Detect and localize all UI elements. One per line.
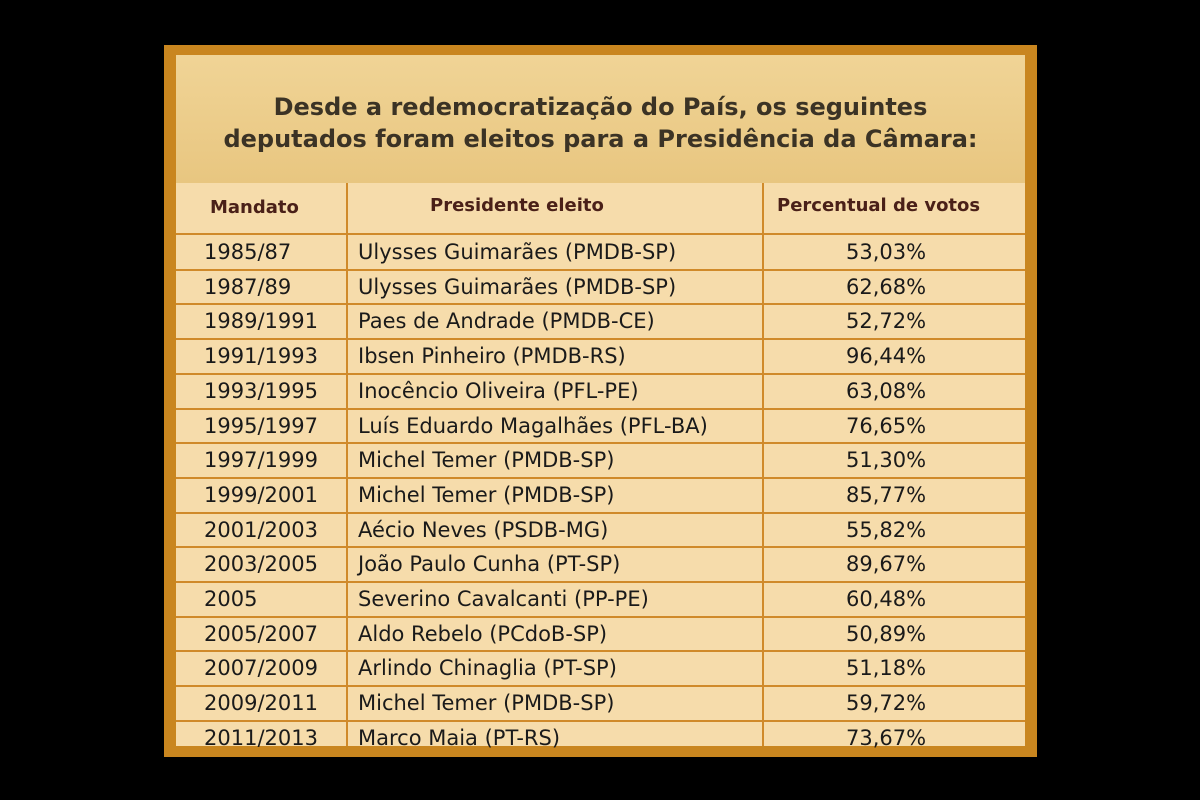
table-row: 2009/2011 Michel Temer (PMDB-SP) 59,72% <box>176 686 1025 720</box>
cell-percentual: 73,67% <box>846 725 927 750</box>
title-banner: Desde a redemocratização do País, os seg… <box>176 55 1025 183</box>
row-divider <box>176 511 1025 514</box>
cell-mandato: 1991/1993 <box>204 344 318 369</box>
table-frame: Desde a redemocratização do País, os seg… <box>164 45 1037 757</box>
cell-percentual: 76,65% <box>846 413 927 438</box>
cell-presidente: Aldo Rebelo (PCdoB-SP) <box>358 621 608 646</box>
cell-presidente: Ibsen Pinheiro (PMDB-RS) <box>358 344 626 369</box>
cell-presidente: Paes de Andrade (PMDB-CE) <box>358 309 655 334</box>
cell-mandato: 2003/2005 <box>204 552 318 577</box>
row-divider <box>176 650 1025 653</box>
row-divider <box>176 476 1025 479</box>
cell-mandato: 2005/2007 <box>204 621 318 646</box>
cell-percentual: 85,77% <box>846 482 927 507</box>
title-line-2: deputados foram eleitos para a Presidênc… <box>223 125 978 153</box>
cell-mandato: 2007/2009 <box>204 656 318 681</box>
column-divider <box>346 183 348 746</box>
cell-percentual: 89,67% <box>846 552 927 577</box>
table-row: 2005/2007 Aldo Rebelo (PCdoB-SP) 50,89% <box>176 617 1025 651</box>
cell-percentual: 51,30% <box>846 448 927 473</box>
cell-mandato: 1995/1997 <box>204 413 318 438</box>
results-table: Mandato Presidente eleito Percentual de … <box>176 183 1025 750</box>
header-divider <box>176 233 1025 235</box>
cell-mandato: 2011/2013 <box>204 725 318 750</box>
table-row: 2007/2009 Arlindo Chinaglia (PT-SP) 51,18% <box>176 651 1025 685</box>
cell-presidente: Luís Eduardo Magalhães (PFL-BA) <box>358 413 708 438</box>
cell-presidente: Michel Temer (PMDB-SP) <box>358 448 615 473</box>
row-divider <box>176 546 1025 549</box>
cell-presidente: Ulysses Guimarães (PMDB-SP) <box>358 274 677 299</box>
cell-mandato: 1997/1999 <box>204 448 318 473</box>
table-row: 2001/2003 Aécio Neves (PSDB-MG) 55,82% <box>176 513 1025 547</box>
cell-presidente: Arlindo Chinaglia (PT-SP) <box>358 656 617 681</box>
table-row: 2005 Severino Cavalcanti (PP-PE) 60,48% <box>176 582 1025 616</box>
row-divider <box>176 615 1025 618</box>
table-row: 1987/89 Ulysses Guimarães (PMDB-SP) 62,68% <box>176 270 1025 304</box>
row-divider <box>176 268 1025 271</box>
table-row: 1991/1993 Ibsen Pinheiro (PMDB-RS) 96,44% <box>176 339 1025 373</box>
row-divider <box>176 442 1025 445</box>
table-row: 1999/2001 Michel Temer (PMDB-SP) 85,77% <box>176 478 1025 512</box>
cell-presidente: Ulysses Guimarães (PMDB-SP) <box>358 240 677 264</box>
table-row: 2003/2005 João Paulo Cunha (PT-SP) 89,67% <box>176 547 1025 581</box>
cell-percentual: 60,48% <box>846 587 927 611</box>
cell-presidente: Aécio Neves (PSDB-MG) <box>358 517 609 542</box>
cell-presidente: Marco Maia (PT-RS) <box>358 725 561 750</box>
row-divider <box>176 581 1025 583</box>
cell-mandato: 2009/2011 <box>204 691 318 716</box>
cell-mandato: 1985/87 <box>204 240 292 264</box>
cell-percentual: 50,89% <box>846 621 927 646</box>
table-row: 1997/1999 Michel Temer (PMDB-SP) 51,30% <box>176 443 1025 477</box>
table-row: 2011/2013 Marco Maia (PT-RS) 73,67% <box>176 721 1025 755</box>
row-divider <box>176 719 1025 722</box>
cell-presidente: João Paulo Cunha (PT-SP) <box>358 552 621 577</box>
table-panel: Desde a redemocratização do País, os seg… <box>176 55 1025 750</box>
table-header-row: Mandato Presidente eleito Percentual de … <box>176 183 1025 233</box>
cell-presidente: Michel Temer (PMDB-SP) <box>358 691 615 716</box>
cell-percentual: 96,44% <box>846 344 927 369</box>
cell-percentual: 51,18% <box>846 656 927 681</box>
row-divider <box>176 685 1025 688</box>
table-row: 1985/87 Ulysses Guimarães (PMDB-SP) 53,03% <box>176 235 1025 269</box>
cell-mandato: 2005 <box>204 587 258 611</box>
cell-presidente: Michel Temer (PMDB-SP) <box>358 482 615 507</box>
cell-percentual: 55,82% <box>846 517 927 542</box>
header-presidente: Presidente eleito <box>430 195 604 216</box>
row-divider <box>176 407 1025 410</box>
cell-percentual: 52,72% <box>846 309 927 334</box>
table-row: 1993/1995 Inocêncio Oliveira (PFL-PE) 63,0… <box>176 374 1025 408</box>
cell-presidente: Severino Cavalcanti (PP-PE) <box>358 587 649 611</box>
cell-percentual: 62,68% <box>846 274 927 299</box>
row-divider <box>176 303 1025 306</box>
table-row: 1989/1991 Paes de Andrade (PMDB-CE) 52,72% <box>176 304 1025 338</box>
cell-percentual: 59,72% <box>846 691 927 716</box>
cell-percentual: 63,08% <box>846 378 927 403</box>
cell-mandato: 1987/89 <box>204 274 292 299</box>
cell-percentual: 53,03% <box>846 240 927 264</box>
cell-mandato: 2001/2003 <box>204 517 318 542</box>
row-divider <box>176 338 1025 341</box>
cell-mandato: 1999/2001 <box>204 482 318 507</box>
header-percentual: Percentual de votos <box>777 195 981 216</box>
page-title: Desde a redemocratização do País, os seg… <box>176 91 1025 155</box>
cell-mandato: 1989/1991 <box>204 309 318 334</box>
column-divider <box>762 183 764 746</box>
cell-presidente: Inocêncio Oliveira (PFL-PE) <box>358 378 639 403</box>
cell-mandato: 1993/1995 <box>204 378 318 403</box>
title-line-1: Desde a redemocratização do País, os seg… <box>273 93 928 121</box>
row-divider <box>176 372 1025 375</box>
table-row: 1995/1997 Luís Eduardo Magalhães (PFL-BA)… <box>176 409 1025 443</box>
header-mandato: Mandato <box>210 197 299 218</box>
